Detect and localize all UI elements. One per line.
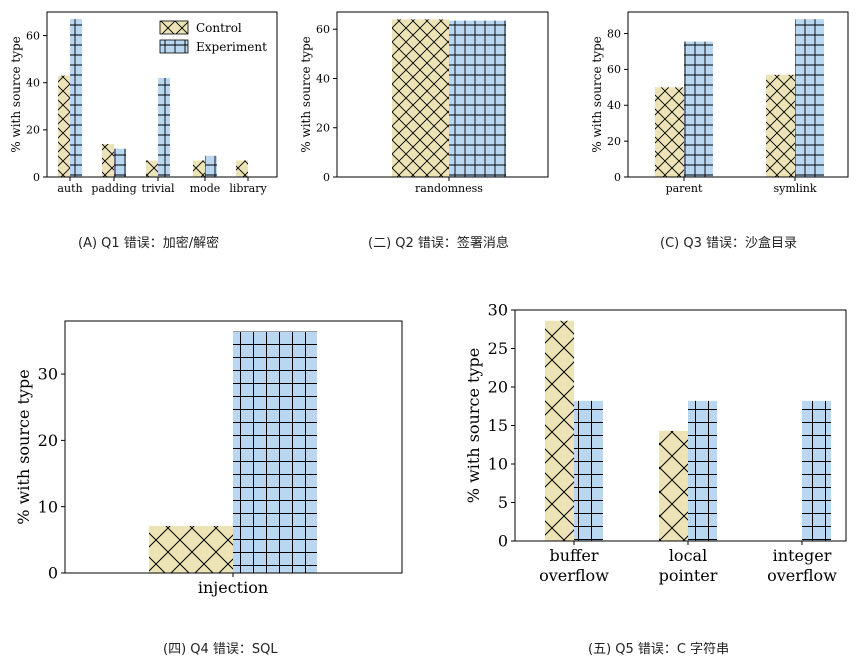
ytick-label-q5: 5 [498,493,508,512]
xtick-label-q1-0: auth [57,182,82,195]
xtick-label-q1-1: padding [91,182,136,195]
ytick-label-q5: 20 [488,378,508,397]
chart-q5: 051015202530bufferoverflowlocalpointerin… [464,301,847,585]
bar-q2-control-0 [392,19,449,177]
bar-q4-control-0 [149,525,233,573]
ytick-label-q4: 10 [38,497,58,516]
xtick-label-q5-0: buffer [549,546,598,565]
xtick-label-q2-0: randomness [415,182,483,195]
xtick-label-q5-1: local [669,546,707,565]
ytick-label-q5: 0 [498,532,508,551]
chart-q4: 0 10 20 30 injection % with source type [14,320,403,597]
bar-q3-control-1 [766,74,795,177]
legend-q1: Control Experiment [159,20,267,54]
caption-q2: (二) Q2 错误：签署消息 [368,236,509,251]
xtick-label-q3-1: symlink [773,182,816,195]
ylabel-q1: % with source type [9,36,23,153]
bar-q1-control-4 [236,160,248,177]
chart-q2: 0 20 40 60 randomness % with source type [299,11,549,195]
bar-q1-control-3 [193,160,205,177]
xtick-label-q1-4: library [229,182,267,195]
xtick-label-q1-2: trivial [141,182,174,195]
plot-frame-q3 [627,11,849,178]
ytick-label-q2: 0 [323,171,330,184]
ytick-label-q4: 0 [48,564,58,583]
ytick-label-q1: 40 [26,77,40,90]
bar-q5-control-0 [545,320,574,541]
ytick-label-q5: 30 [488,301,508,320]
caption-q4: (四) Q4 错误：SQL [163,642,278,657]
plot-frame-q2 [336,11,549,178]
bar-q3-control-0 [655,87,684,177]
ytick-label-q3: 40 [607,99,621,112]
ytick-label-q5: 10 [488,455,508,474]
caption-q5: (五) Q5 错误：C 字符串 [588,642,730,657]
ytick-label-q1: 20 [26,124,40,137]
ytick-label-q3: 20 [607,135,621,148]
xtick-label-q3-0: parent [666,182,703,195]
bar-q5-control-1 [659,430,688,541]
ytick-label-q4: 30 [38,365,58,384]
bar-q1-control-0 [58,75,70,177]
ylabel-q5: % with source type [464,348,483,503]
legend-swatch-control [159,20,189,35]
bar-q1-experiment-3 [205,155,217,177]
caption-q3: (C) Q3 错误：沙盒目录 [660,236,797,251]
bar-q5-experiment-2 [802,400,831,541]
ytick-label-q2: 20 [316,122,330,135]
ytick-label-q5: 15 [488,416,508,435]
xtick-label-q1-3: mode [190,182,221,195]
ytick-label-q2: 40 [316,72,330,85]
legend-swatch-experiment [159,39,189,54]
xtick-label-q5-2: overflow [767,566,837,585]
ytick-label-q3: 80 [607,27,621,40]
ylabel-q4: % with source type [14,369,33,524]
ytick-label-q4: 20 [38,431,58,450]
xtick-label-q5-0: overflow [539,566,609,585]
ytick-label-q1: 60 [26,29,40,42]
bar-q2-experiment-0 [449,20,506,178]
bar-q4-experiment-0 [233,331,317,573]
ylabel-q2: % with source type [299,36,313,153]
bar-q3-experiment-1 [795,19,824,177]
ytick-label-q3: 60 [607,63,621,76]
plot-frame-q1 [46,11,278,178]
bar-q5-experiment-1 [688,400,717,541]
xtick-label-q5-1: pointer [659,566,718,585]
bar-q5-experiment-0 [574,400,603,541]
xtick-label-q4-0: injection [198,578,268,597]
bar-q1-experiment-2 [158,78,170,177]
bar-q1-experiment-0 [70,19,82,178]
caption-q1: (A) Q1 错误：加密/解密 [78,236,220,251]
chart-q1: 0 20 40 60 auth padding trivial mode library % wi… [9,11,278,195]
ylabel-q3: % with source type [590,36,604,153]
bar-q1-experiment-1 [114,148,126,177]
legend-label-experiment: Experiment [196,40,267,54]
xtick-label-q5-2: integer [773,546,832,565]
bar-q3-experiment-0 [684,41,713,177]
ytick-label-q1: 0 [33,171,40,184]
bar-q1-control-1 [102,144,114,177]
ytick-label-q2: 60 [316,23,330,36]
bar-q1-control-2 [146,160,158,177]
legend-label-control: Control [196,21,242,35]
ytick-label-q3: 0 [614,171,621,184]
ytick-label-q5: 25 [488,339,508,358]
chart-q3: 0 20 40 60 80 parent symlink % with source type [590,11,849,195]
